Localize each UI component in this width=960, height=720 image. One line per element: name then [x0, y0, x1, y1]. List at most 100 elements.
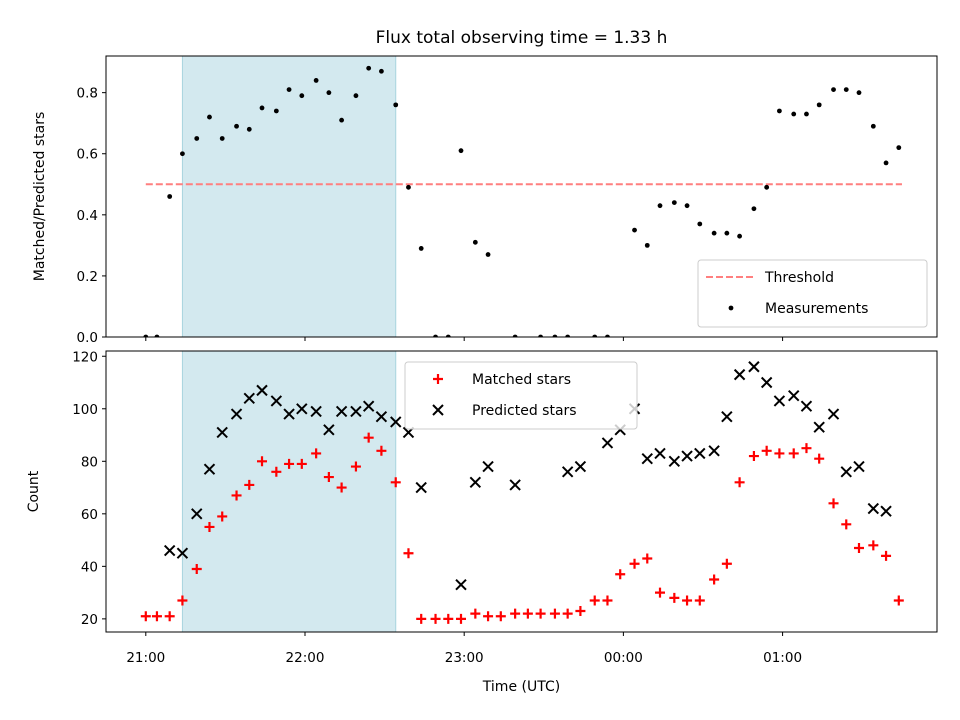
matched-stars-point: [140, 611, 151, 622]
measurements-point: [433, 334, 438, 337]
matched-stars-point: [495, 611, 506, 622]
measurements-point: [379, 68, 384, 74]
matched-stars-point: [709, 574, 720, 585]
matched-stars-point: [177, 595, 188, 606]
panel-ratio: 0.0 0.2 0.4 0.6 0.8 Matched/Predicted stars Th…: [32, 55, 938, 346]
measurements-point: [644, 242, 650, 248]
measurements-point: [259, 105, 265, 111]
predicted-stars-point: [827, 408, 840, 420]
matched-stars-point: [642, 553, 653, 564]
measurements-point: [406, 184, 411, 190]
matched-stars-point: [868, 540, 879, 551]
measurements-point: [856, 90, 862, 96]
predicted-stars-point: [721, 410, 733, 423]
predicted-stars-point: [641, 452, 653, 465]
matched-stars-point: [483, 611, 494, 622]
plot-area: [143, 65, 902, 337]
matched-stars-point: [231, 490, 242, 501]
measurements-point: [445, 334, 451, 337]
matched-stars-point: [655, 587, 665, 598]
predicted-stars-point: [668, 455, 681, 468]
measurements-point: [512, 334, 518, 337]
matched-stars-point: [853, 542, 864, 553]
matched-stars-point: [350, 461, 361, 472]
legend-box: [404, 361, 638, 430]
predicted-stars-point: [296, 403, 308, 415]
y-tick-label: 60: [81, 507, 98, 523]
predicted-stars-point: [654, 447, 666, 460]
measurements-point: [791, 111, 797, 117]
x-axis-label: Time (UTC): [482, 679, 560, 695]
predicted-stars-point: [601, 437, 614, 449]
predicted-stars-point: [203, 463, 216, 475]
matched-stars-point: [788, 448, 799, 459]
measurements-point: [697, 221, 703, 227]
predicted-stars-point: [176, 547, 189, 559]
predicted-stars-point: [880, 505, 892, 517]
measurements-point: [167, 194, 173, 199]
measurements-point: [632, 227, 637, 233]
measurements-point: [592, 334, 598, 337]
matched-stars-point: [734, 477, 745, 488]
plot-frame: [105, 55, 938, 338]
measurements-point: [180, 151, 185, 157]
matched-stars-point: [510, 608, 521, 619]
matched-stars-point: [669, 592, 680, 603]
predicted-stars-point: [230, 408, 243, 420]
matched-stars-point: [204, 521, 215, 532]
predicted-stars-legend-label: Predicted stars: [472, 403, 577, 419]
predicted-stars-point: [283, 408, 295, 420]
y-tick-label: 20: [81, 612, 98, 628]
measurements-point: [234, 123, 239, 129]
measurements-point: [194, 136, 200, 141]
measurements-point: [671, 200, 677, 206]
matched-stars-point: [549, 608, 560, 619]
measurements-point: [418, 246, 424, 251]
measurements-point: [843, 87, 849, 92]
matched-stars-point: [284, 458, 295, 469]
matched-stars-point: [629, 558, 640, 569]
matched-stars-point: [589, 595, 600, 606]
predicted-stars-point: [163, 544, 176, 557]
predicted-stars-point: [694, 447, 706, 460]
matched-stars-point: [575, 605, 586, 616]
measurements-point: [458, 148, 464, 154]
matched-stars-point: [893, 595, 904, 606]
matched-stars-point: [881, 550, 892, 561]
predicted-stars-point: [390, 416, 402, 428]
matched-stars-point: [682, 595, 693, 606]
predicted-stars-point: [243, 392, 255, 404]
observing-window-shade: [181, 55, 397, 338]
predicted-stars-point: [748, 361, 760, 373]
measurements-point: [273, 108, 279, 114]
predicted-stars-point: [482, 460, 494, 473]
legend-box: [697, 259, 928, 328]
measurements-point: [605, 334, 610, 337]
measurements-point: [143, 334, 149, 337]
y-tick-label: 0.8: [77, 86, 98, 102]
x-tick-label: 22:00: [286, 650, 325, 666]
measurements-point: [299, 93, 305, 99]
matched-stars-point: [363, 432, 374, 443]
matched-stars-point: [615, 569, 626, 580]
predicted-stars-point: [455, 579, 467, 591]
matched-stars-point: [535, 608, 546, 619]
matched-stars-point: [602, 595, 613, 606]
y-tick-label: 0.6: [77, 147, 98, 163]
x-tick-label: 01:00: [763, 650, 802, 666]
matched-stars-point: [403, 548, 414, 559]
predicted-stars-point: [574, 460, 587, 473]
observing-window-shade: [181, 350, 397, 633]
matched-stars-point: [430, 613, 441, 624]
matched-stars-point: [217, 511, 228, 522]
predicted-stars-point: [561, 466, 574, 478]
matched-stars-legend-marker: [433, 374, 443, 384]
measurements-point: [286, 87, 292, 92]
matched-stars-point: [841, 519, 852, 530]
predicted-stars-point: [469, 476, 482, 489]
measurements-point: [883, 160, 889, 166]
predicted-stars-point: [760, 376, 773, 389]
measurements-point: [472, 239, 478, 245]
matched-stars-point: [323, 472, 334, 483]
